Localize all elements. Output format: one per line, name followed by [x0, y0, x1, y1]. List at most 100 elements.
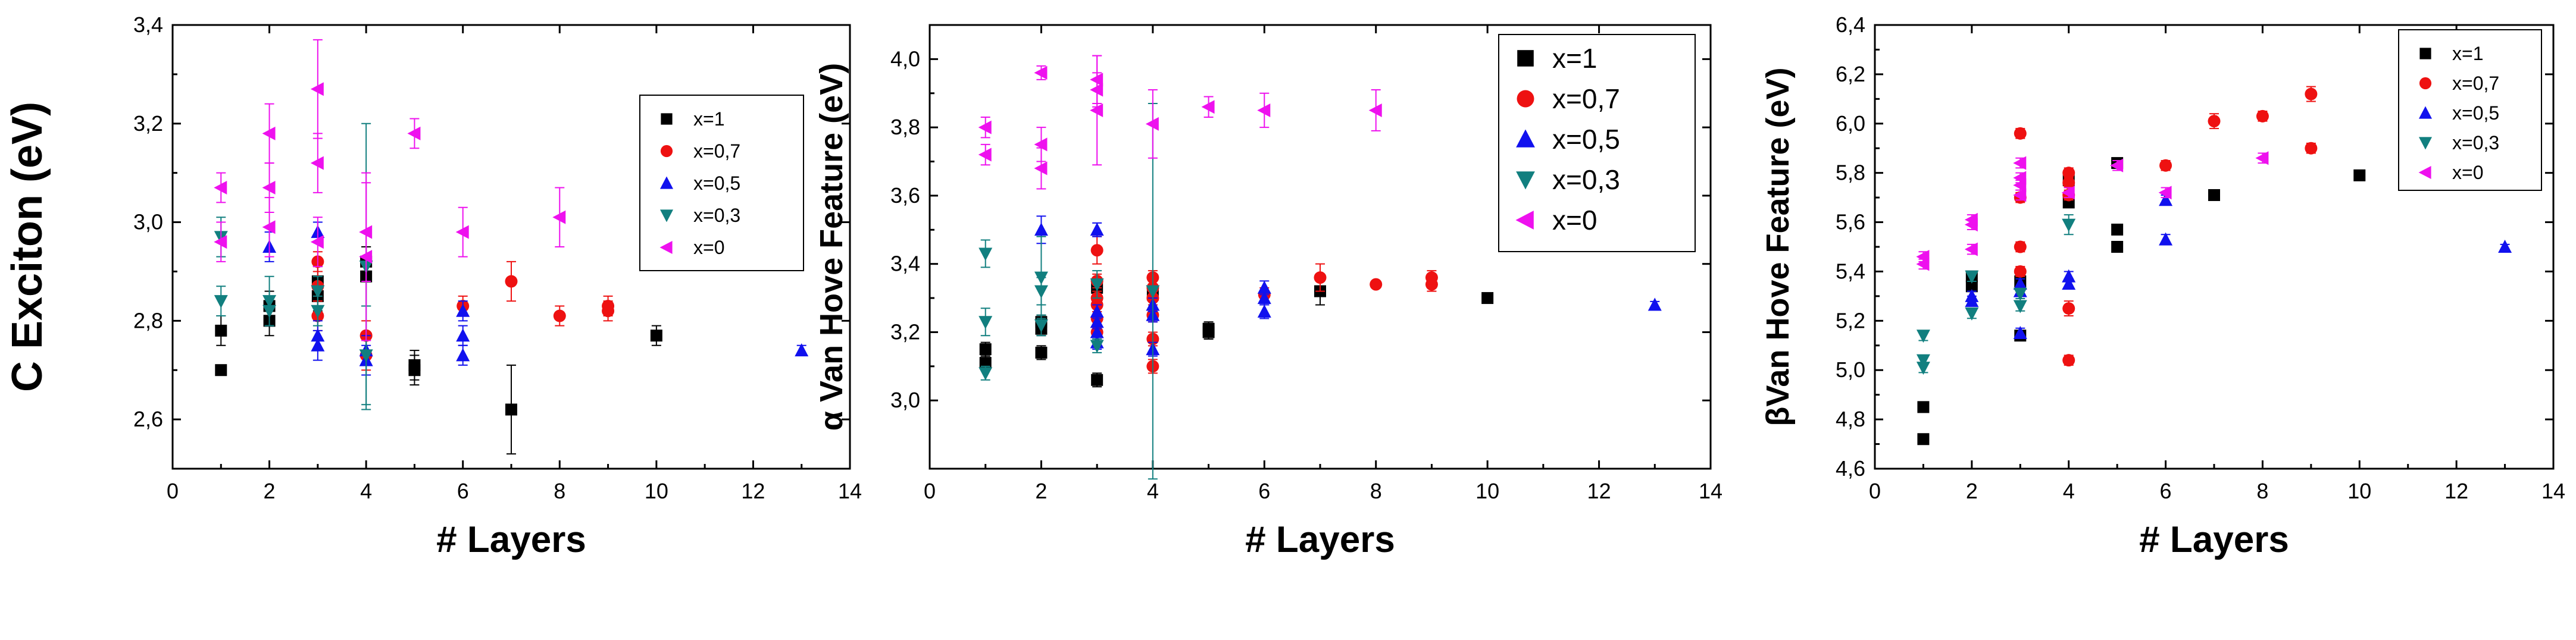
data-point — [1090, 278, 1104, 292]
x-tick-label: 0 — [1869, 479, 1881, 503]
data-point — [214, 181, 227, 195]
data-point — [1090, 315, 1104, 328]
data-point — [456, 348, 470, 362]
data-point — [214, 235, 227, 249]
data-point — [214, 295, 228, 309]
data-point — [215, 364, 227, 377]
data-point — [1370, 278, 1383, 291]
data-point — [2111, 223, 2124, 236]
data-point — [1481, 292, 1494, 305]
data-point — [2159, 193, 2173, 206]
legend-marker — [660, 145, 673, 158]
data-point — [2158, 186, 2172, 200]
legend-marker — [2418, 106, 2433, 119]
legend-label: x=0 — [693, 237, 724, 258]
series-x=1 — [215, 246, 662, 455]
data-point — [2013, 171, 2027, 185]
legend-marker — [2419, 77, 2432, 90]
data-point — [1090, 222, 1104, 236]
data-point — [1964, 212, 1978, 227]
x-tick-label: 14 — [2541, 479, 2565, 503]
x-tick-label: 12 — [2444, 479, 2468, 503]
data-point — [1965, 280, 1978, 293]
data-point — [650, 330, 662, 342]
legend-label: x=0,7 — [693, 140, 740, 162]
data-point — [2062, 218, 2076, 232]
data-point — [1091, 374, 1103, 386]
data-point — [1647, 297, 1662, 311]
x-tick-label: 6 — [457, 479, 469, 503]
data-point — [262, 126, 276, 140]
y-tick-label: 5,6 — [1836, 210, 1865, 234]
data-point — [2159, 232, 2173, 246]
x-tick-label: 0 — [924, 479, 936, 503]
data-point — [1425, 271, 1438, 284]
data-point — [215, 324, 227, 337]
data-point — [602, 299, 615, 312]
x-tick-label: 2 — [1035, 479, 1047, 503]
data-point — [1145, 117, 1159, 131]
data-point — [2013, 287, 2027, 301]
x-tick-label: 10 — [2347, 479, 2371, 503]
x-axis-label: # Layers — [436, 519, 586, 560]
data-point — [1034, 161, 1048, 175]
legend-marker — [1516, 129, 1535, 148]
y-tick-label: 6,4 — [1836, 12, 1865, 37]
data-point — [1917, 401, 1930, 413]
data-point — [2208, 189, 2220, 201]
data-point — [2013, 277, 2027, 290]
y-tick-label: 2,8 — [133, 308, 163, 332]
data-point — [1257, 305, 1271, 318]
legend-label: x=0,5 — [2452, 102, 2499, 124]
legend-marker — [659, 209, 674, 222]
data-point — [505, 403, 517, 416]
x-tick-label: 14 — [838, 479, 862, 503]
y-tick-label: 3,2 — [133, 111, 163, 136]
data-point — [2013, 156, 2027, 170]
series-x=0,3 — [978, 102, 1160, 480]
data-point — [2110, 158, 2124, 172]
series-x=0 — [978, 55, 1382, 190]
data-point — [1916, 354, 1930, 368]
legend-marker — [1517, 90, 1534, 108]
legend-marker — [661, 113, 673, 125]
data-point — [2014, 240, 2027, 253]
legend-label: x=1 — [1552, 43, 1597, 74]
legend-marker — [1516, 171, 1535, 190]
legend: x=1 x=0,7 x=0,5 x=0,3 x=0 — [1498, 34, 1696, 252]
series-x=1 — [979, 277, 1494, 388]
data-point — [1090, 305, 1104, 318]
data-point — [2062, 302, 2075, 315]
data-point — [1034, 222, 1048, 236]
legend-marker — [2418, 165, 2431, 180]
data-point — [1257, 103, 1271, 117]
legend-marker — [1517, 50, 1534, 67]
data-point — [2062, 354, 2075, 367]
data-point — [2305, 142, 2318, 155]
series-x=0 — [1916, 151, 2269, 271]
x-tick-label: 14 — [1699, 479, 1722, 503]
y-axis-label: α Van Hove Feature (eV) — [814, 63, 849, 431]
x-tick-label: 8 — [1370, 479, 1382, 503]
data-point — [2111, 241, 2124, 253]
data-point — [1257, 280, 1271, 294]
data-point — [2014, 265, 2027, 278]
series-x=1 — [1917, 157, 2366, 446]
x-tick-label: 2 — [264, 479, 276, 503]
data-point — [310, 235, 324, 249]
x-tick-label: 12 — [1587, 479, 1611, 503]
x-tick-label: 8 — [554, 479, 565, 503]
data-point — [456, 328, 470, 342]
y-tick-label: 4,8 — [1836, 407, 1865, 431]
legend-label: x=0,7 — [1552, 83, 1620, 114]
y-tick-label: 4,0 — [890, 46, 920, 71]
data-point — [978, 316, 993, 330]
series-x=0,5 — [1965, 193, 2512, 340]
legend-label: x=0,5 — [1552, 124, 1620, 155]
x-axis-label: # Layers — [2139, 519, 2289, 560]
data-point — [262, 295, 277, 309]
legend-label: x=0,7 — [2452, 73, 2499, 94]
x-tick-label: 10 — [645, 479, 668, 503]
series-x=0,7 — [2014, 86, 2318, 367]
